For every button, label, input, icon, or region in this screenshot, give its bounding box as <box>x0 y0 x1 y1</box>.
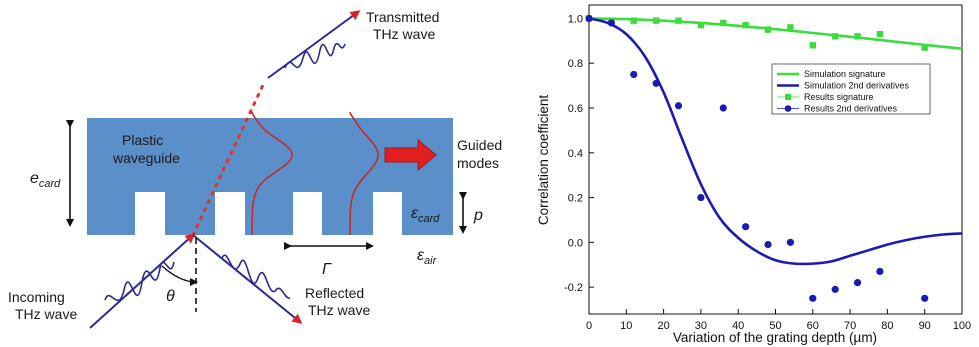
transmitted-beam <box>267 10 361 79</box>
data-point-circle <box>742 223 750 231</box>
x-tick-label: 80 <box>881 320 893 332</box>
x-tick-label: 100 <box>953 320 971 332</box>
data-point-circle <box>652 79 660 87</box>
data-point-circle <box>719 104 727 112</box>
waveguide-label: Plastic waveguide <box>112 132 180 166</box>
data-point-circle <box>674 102 683 110</box>
y-axis-title: Correlation coefficient <box>536 95 551 226</box>
data-point-circle <box>831 285 839 293</box>
data-point-square <box>652 17 660 24</box>
reflected-wave-packet <box>221 254 291 299</box>
transmitted-label: Transmitted THz wave <box>366 9 439 42</box>
plot-frame <box>588 4 963 315</box>
data-point-square <box>831 33 839 40</box>
legend-item: Simulation signature <box>777 69 886 79</box>
guided-modes-arrow <box>384 138 437 172</box>
data-point-circle <box>585 14 593 23</box>
x-tick-label: 90 <box>919 320 931 332</box>
data-point-circle <box>764 240 772 249</box>
x-tick-label: 30 <box>695 320 707 332</box>
series-line <box>588 17 963 266</box>
data-point-circle <box>876 267 884 276</box>
correlation-chart: 0 10 20 30 40 50 60 70 80 90 100 -0.2 0.0 0.2 0.4 0.6 0… <box>536 4 971 345</box>
legend-label: Results signature <box>804 92 874 102</box>
legend-label: Simulation 2nd derivatives <box>804 81 910 91</box>
y-tick-label: 0.6 <box>568 103 583 115</box>
y-tick-label: 1.0 <box>568 13 583 25</box>
data-point-circle <box>786 238 795 246</box>
legend-label: Simulation signature <box>804 69 886 79</box>
series-results-2nd-derivatives <box>585 14 929 302</box>
data-point-square <box>630 17 637 24</box>
incoming-label: Incoming THz wave <box>8 289 77 322</box>
legend-swatch-square <box>785 94 791 100</box>
x-tick-label: 0 <box>586 320 592 332</box>
p-label: p <box>473 207 483 224</box>
refracted-beam-dots <box>191 83 265 237</box>
data-point-circle <box>630 70 638 79</box>
transmitted-wave-packet <box>284 42 346 69</box>
grating-diagram: Transmitted THz wave Plastic waveguide Gui… <box>8 9 502 329</box>
legend-swatch-circle <box>784 105 792 112</box>
x-tick-label: 10 <box>620 320 632 332</box>
data-point-circle <box>697 193 705 202</box>
data-point-square <box>675 17 682 24</box>
data-point-circle <box>809 294 817 302</box>
series-layer <box>585 14 963 302</box>
reflected-label: Reflected THz wave <box>305 285 370 318</box>
legend-item: Results 2nd derivatives <box>777 104 898 114</box>
eps-air-label: εair <box>417 247 438 267</box>
series-line <box>588 17 963 50</box>
data-point-square <box>697 21 705 29</box>
theta-label: θ <box>166 288 175 305</box>
data-point-square <box>720 19 727 27</box>
legend-item: Simulation 2nd derivatives <box>777 81 910 91</box>
y-tick-label: 0.4 <box>568 148 583 160</box>
data-point-square <box>854 33 861 40</box>
gamma-label: Γ <box>322 261 332 278</box>
x-tick-label: 40 <box>732 320 744 332</box>
theta-arc <box>161 265 198 286</box>
y-tick-label: 0.2 <box>568 193 583 205</box>
data-point-square <box>809 42 816 49</box>
incoming-wave-packet <box>104 261 175 302</box>
x-axis-title: Variation of the grating depth (µm) <box>673 330 877 345</box>
data-point-square <box>787 24 794 31</box>
mode-curve-2 <box>349 111 379 236</box>
x-tick-label: 50 <box>769 320 781 332</box>
x-tick-label: 70 <box>844 320 856 332</box>
x-tick-label: 60 <box>807 320 819 332</box>
guided-modes-label: Guided modes <box>457 137 502 171</box>
reflected-beam <box>192 234 303 324</box>
y-tick-label: -0.2 <box>564 282 583 294</box>
data-point-square <box>764 26 772 33</box>
legend: Simulation signature Simulation 2nd deriv… <box>771 63 931 115</box>
data-point-square <box>921 44 928 51</box>
y-tick-label: 0.0 <box>568 237 583 249</box>
eps-card-label: εcard <box>411 205 440 225</box>
y-ticks: -0.2 0.0 0.2 0.4 0.6 0.8 1.0 <box>564 13 594 294</box>
y-tick-label: 0.8 <box>568 58 583 70</box>
data-point-square <box>876 30 884 38</box>
legend-item: Results signature <box>777 92 874 102</box>
e-card-label: ecard <box>30 170 61 190</box>
data-point-circle <box>607 19 615 27</box>
data-point-square <box>742 21 749 29</box>
mode-curve-1 <box>251 111 293 236</box>
series-simulation-signature <box>588 17 963 50</box>
legend-box <box>771 63 931 115</box>
x-tick-label: 20 <box>657 320 669 332</box>
x-ticks: 0 10 20 30 40 50 60 70 80 90 100 <box>586 309 971 332</box>
series-simulation-2nd-derivatives <box>588 17 963 266</box>
legend-label: Results 2nd derivatives <box>804 104 898 114</box>
data-point-circle <box>853 279 862 287</box>
data-point-circle <box>921 294 929 302</box>
